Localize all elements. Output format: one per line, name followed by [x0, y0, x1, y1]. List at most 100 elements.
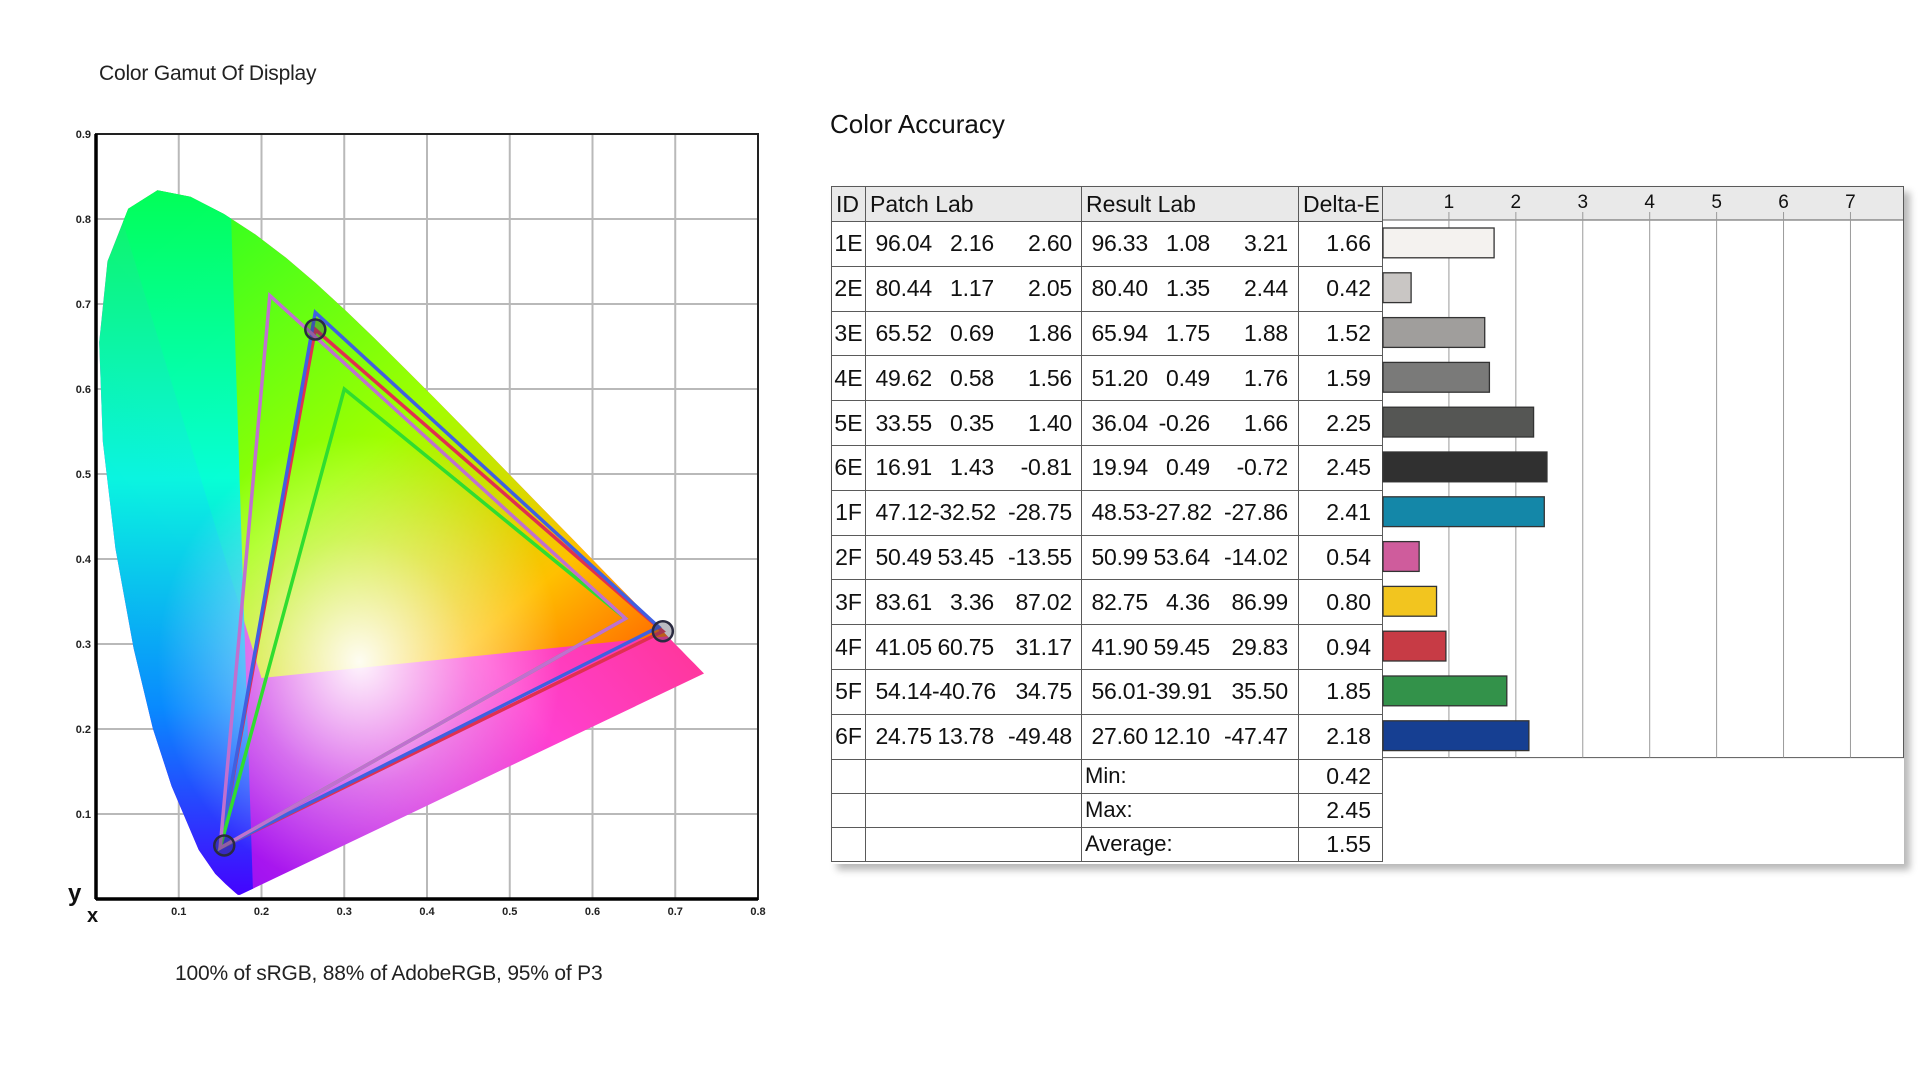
lab-value: 19.94 — [1091, 454, 1148, 481]
delta-e-value: 1.66 — [1298, 221, 1383, 267]
result-lab: 48.53-27.82 -27.86 — [1081, 489, 1299, 536]
patch-lab: 24.75 13.78 -49.48 — [865, 713, 1082, 760]
table-row: 3E 65.52 0.69 1.86 65.94 1.75 1.88 1.52 — [831, 310, 1383, 357]
delta-e-value: 2.45 — [1298, 444, 1383, 491]
lab-value: 41.90 — [1091, 633, 1148, 660]
patch-id: 2E — [831, 265, 866, 312]
delta-e-value: 0.42 — [1298, 265, 1383, 312]
table-row: 5F 54.14-40.76 34.75 56.01-39.91 35.50 1.85 — [831, 668, 1383, 715]
empty-cell — [831, 758, 866, 794]
patch-id: 1F — [831, 489, 866, 536]
lab-value: 82.75 — [1091, 588, 1148, 615]
lab-value: -28.75 — [1007, 499, 1072, 526]
stat-label: Min: — [1081, 758, 1299, 794]
lab-value: 0.69 — [950, 319, 994, 346]
stat-row: Average: 1.55 — [831, 826, 1383, 862]
delta-e-bar — [1382, 630, 1447, 662]
scale-tick-label: 3 — [1577, 192, 1588, 213]
lab-value: 59.45 — [1153, 633, 1210, 660]
lab-value: 27.60 — [1091, 723, 1148, 750]
patch-id: 5F — [831, 668, 866, 715]
delta-e-bar — [1382, 451, 1548, 483]
lab-value: 4.36 — [1166, 588, 1210, 615]
result-lab: 27.60 12.10 -47.47 — [1081, 713, 1299, 760]
patch-id: 4F — [831, 624, 866, 670]
x-tick-label: 0.4 — [419, 906, 435, 918]
scale-tick-label: 4 — [1644, 192, 1655, 213]
lab-value: 3.21 — [1244, 230, 1288, 257]
lab-value: 3.36 — [950, 588, 994, 615]
lab-value: 2.60 — [1028, 230, 1072, 257]
gamut-chart: 0.1 0.2 0.3 0.4 0.5 0.6 0.7 0.8 0.1 0.2 0.3 0.4 0.5 0… — [68, 129, 766, 927]
delta-e-bar — [1382, 675, 1508, 707]
lab-value: -47.47 — [1223, 723, 1288, 750]
y-tick-label: 0.3 — [76, 639, 91, 651]
patch-id: 6F — [831, 713, 866, 760]
lab-value: -27.86 — [1223, 499, 1288, 526]
delta-e-value: 1.59 — [1298, 355, 1383, 402]
accuracy-panel: ID Patch Lab Result Lab Delta-E 1E 96.04 2… — [831, 186, 1904, 864]
result-lab: 36.04 -0.26 1.66 — [1081, 400, 1299, 446]
lab-value: 36.04 — [1091, 409, 1148, 436]
lab-value: 35.50 — [1231, 678, 1288, 705]
result-lab: 80.40 1.35 2.44 — [1081, 265, 1299, 312]
delta-e-value: 2.41 — [1298, 489, 1383, 536]
lab-value: 48.53 — [1091, 499, 1148, 526]
table-row: 2F 50.49 53.45 -13.55 50.99 53.64 -14.02 0.54 — [831, 534, 1383, 581]
result-lab: 96.33 1.08 3.21 — [1081, 221, 1299, 267]
x-tick-label: 0.3 — [337, 906, 352, 918]
lab-value: 24.75 — [875, 723, 932, 750]
lab-value: 65.52 — [875, 319, 932, 346]
lab-value: -49.48 — [1007, 723, 1072, 750]
delta-e-bar — [1382, 316, 1486, 349]
lab-value: 51.20 — [1091, 364, 1148, 391]
lab-value: 0.49 — [1166, 364, 1210, 391]
stat-value: 1.55 — [1298, 826, 1383, 862]
empty-cell — [865, 758, 1082, 794]
patch-lab: 96.04 2.16 2.60 — [865, 221, 1082, 267]
result-lab: 51.20 0.49 1.76 — [1081, 355, 1299, 402]
lab-value: -0.26 — [1158, 409, 1211, 436]
gamut-triangles — [213, 291, 675, 857]
delta-e-value: 2.18 — [1298, 713, 1383, 760]
y-tick-label: 0.5 — [76, 469, 91, 481]
lab-value: 0.49 — [1166, 454, 1210, 481]
scale-tick-label: 2 — [1511, 192, 1522, 213]
patch-lab: 16.91 1.43 -0.81 — [865, 444, 1082, 491]
delta-e-bar — [1382, 272, 1412, 304]
patch-lab: 80.44 1.17 2.05 — [865, 265, 1082, 312]
patch-id: 2F — [831, 534, 866, 581]
patch-id: 6E — [831, 444, 866, 491]
lab-value: 53.45 — [937, 543, 994, 570]
result-lab: 65.94 1.75 1.88 — [1081, 310, 1299, 357]
y-tick-label: 0.9 — [76, 129, 91, 141]
x-tick-label: 0.2 — [254, 906, 269, 918]
result-lab: 50.99 53.64 -14.02 — [1081, 534, 1299, 581]
lab-value: -14.02 — [1223, 543, 1288, 570]
patch-lab: 65.52 0.69 1.86 — [865, 310, 1082, 357]
x-tick-label: 0.6 — [585, 906, 600, 918]
lab-value: 1.88 — [1244, 319, 1288, 346]
lab-value: 1.56 — [1028, 364, 1072, 391]
header-delta-e: Delta-E — [1298, 186, 1383, 222]
result-lab: 19.94 0.49 -0.72 — [1081, 444, 1299, 491]
delta-e-bar — [1382, 540, 1420, 573]
delta-e-bar — [1382, 585, 1438, 617]
x-axis-letter: x — [87, 905, 98, 927]
delta-e-bar — [1382, 227, 1495, 259]
delta-e-value: 0.94 — [1298, 624, 1383, 670]
lab-value: 0.35 — [950, 409, 994, 436]
lab-value: 50.49 — [875, 543, 932, 570]
lab-value: 0.58 — [950, 364, 994, 391]
result-lab: 56.01-39.91 35.50 — [1081, 668, 1299, 715]
bar-axis-header — [1382, 186, 1904, 221]
patch-lab: 54.14-40.76 34.75 — [865, 668, 1082, 715]
delta-e-bar — [1382, 720, 1530, 752]
empty-cell — [865, 826, 1082, 862]
delta-e-value: 0.54 — [1298, 534, 1383, 581]
patch-lab: 49.62 0.58 1.56 — [865, 355, 1082, 402]
x-tick-label: 0.8 — [750, 906, 765, 918]
lab-value: 60.75 — [937, 633, 994, 660]
delta-e-value: 2.25 — [1298, 400, 1383, 446]
stat-row: Max: 2.45 — [831, 792, 1383, 828]
